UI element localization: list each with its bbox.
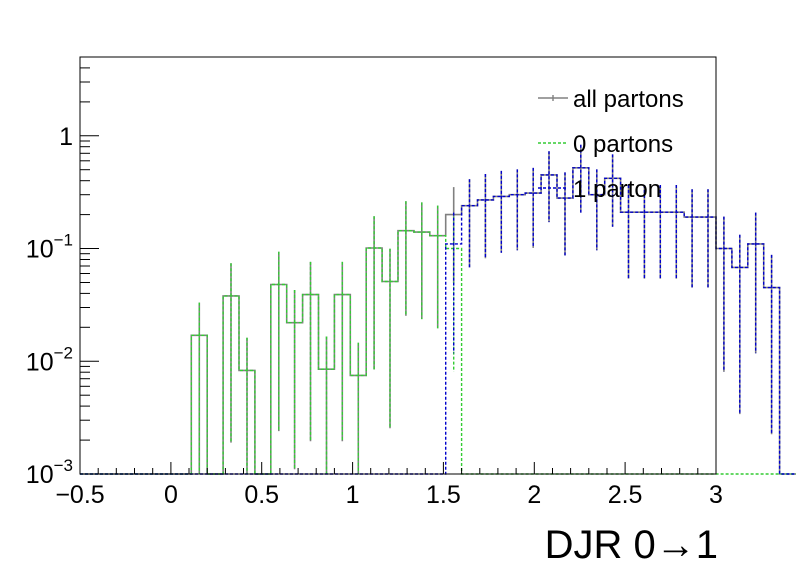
x-tick-label: 1 <box>346 481 360 509</box>
legend-label: all partons <box>573 86 684 113</box>
legend-label: 1 parton <box>573 176 661 203</box>
y-tick-label: 10−3 <box>26 456 73 489</box>
x-tick-label: −0.5 <box>55 481 104 509</box>
legend-label: 0 partons <box>573 131 673 158</box>
y-tick-label: 10−2 <box>26 343 73 376</box>
legend: all partons 0 partons 1 parton <box>538 86 684 203</box>
x-tick-label: 2.5 <box>608 481 643 509</box>
y-tick-label: 10−1 <box>26 231 73 264</box>
x-tick-label: 2 <box>527 481 541 509</box>
x-tick-label: 0.5 <box>244 481 279 509</box>
axes: −0.5 0 0.5 1 1.5 2 2.5 3 1 10−1 10−2 10−3 <box>26 56 723 509</box>
x-tick-label: 0 <box>164 481 178 509</box>
x-tick-label: 1.5 <box>426 481 461 509</box>
x-axis-title: DJR 0→1 <box>545 523 718 567</box>
series-line-1-parton <box>80 167 796 475</box>
y-tick-label: 1 <box>59 123 73 151</box>
x-tick-label: 3 <box>709 481 723 509</box>
